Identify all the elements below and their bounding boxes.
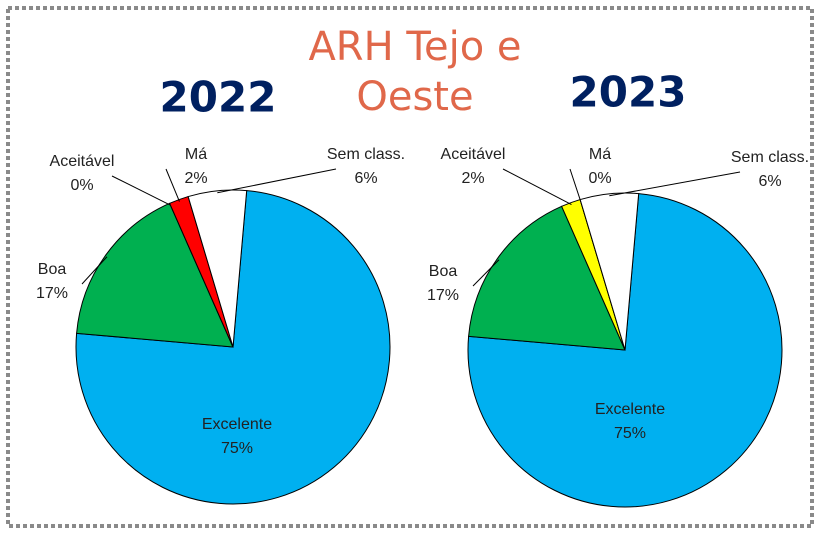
slice-value-label: 17% [427, 287, 459, 304]
slice-label: Sem class. [731, 149, 809, 166]
slice-value-label: 0% [70, 177, 93, 194]
slice-label: Aceitável [441, 146, 506, 163]
leader-line [217, 168, 337, 194]
slice-value-label: 17% [36, 285, 68, 302]
pie-slice [76, 202, 234, 348]
leader-line [81, 256, 108, 285]
leader-line [111, 175, 171, 206]
slice-value-label: 2% [461, 170, 484, 187]
slice-value-label: 6% [758, 173, 781, 190]
slice-value-label: 75% [614, 425, 646, 442]
slice-value-label: 75% [221, 440, 253, 457]
pie-title: 2023 [570, 68, 687, 117]
slice-value-label: 2% [184, 170, 207, 187]
pie-slice [187, 189, 248, 348]
leader-line [165, 168, 180, 202]
frame [6, 6, 814, 528]
slice-value-label: 6% [354, 170, 377, 187]
pie-title: 2022 [160, 73, 277, 122]
leader-line [472, 259, 500, 287]
slice-label: Excelente [595, 401, 665, 418]
chart-title: ARH Tejo e Oeste [308, 24, 522, 120]
slice-label: Excelente [202, 416, 272, 433]
slice-label: Boa [429, 263, 458, 280]
slice-value-label: 0% [588, 170, 611, 187]
pie-slice [579, 192, 640, 351]
leader-line [609, 171, 741, 197]
slice-label: Má [185, 146, 207, 163]
slice-label: Sem class. [327, 146, 405, 163]
leader-line [502, 168, 572, 205]
slice-label: Boa [38, 261, 67, 278]
slice-label: Aceitável [50, 153, 115, 170]
leader-line [569, 168, 582, 202]
pie-slice [468, 205, 626, 351]
slice-label: Má [589, 146, 611, 163]
